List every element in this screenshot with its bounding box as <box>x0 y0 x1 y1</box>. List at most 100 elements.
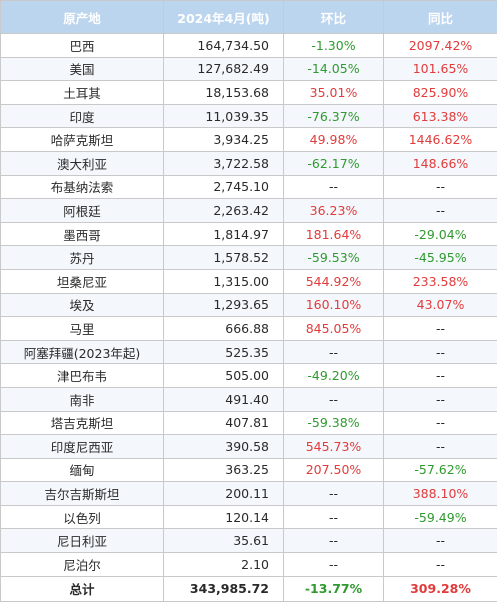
cell-yoy: 43.07% <box>383 292 497 318</box>
table-row: 墨西哥 1,814.97 181.64% -29.04% <box>0 221 497 247</box>
cell-origin: 吉尔吉斯斯坦 <box>0 481 164 506</box>
cell-origin: 阿根廷 <box>0 198 164 223</box>
cell-amount: 3,934.25 <box>163 127 284 152</box>
cell-mom: -59.53% <box>283 245 384 270</box>
cell-origin: 津巴布韦 <box>0 363 164 388</box>
cell-mom: -49.20% <box>283 363 384 388</box>
table-row: 吉尔吉斯斯坦 200.11 -- 388.10% <box>0 481 497 506</box>
cell-amount: 525.35 <box>163 339 284 365</box>
cell-yoy: -- <box>383 434 497 459</box>
table-row: 坦桑尼亚 1,315.00 544.92% 233.58% <box>0 268 497 294</box>
cell-yoy: -45.95% <box>383 245 497 270</box>
cell-amount: 666.88 <box>163 316 284 341</box>
cell-yoy: -29.04% <box>383 221 497 247</box>
cell-amount: 120.14 <box>163 504 284 530</box>
cell-amount: 1,578.52 <box>163 245 284 270</box>
cell-mom: -76.37% <box>283 103 384 129</box>
header-yoy: 同比 <box>383 0 497 34</box>
table-row: 尼日利亚 35.61 -- -- <box>0 528 497 554</box>
cell-yoy: -- <box>383 316 497 341</box>
cell-yoy: 613.38% <box>383 103 497 129</box>
cell-amount: 491.40 <box>163 386 284 412</box>
cell-mom: -- <box>283 174 384 200</box>
cell-mom: 36.23% <box>283 198 384 223</box>
cell-yoy: 825.90% <box>383 80 497 105</box>
cell-yoy: 233.58% <box>383 268 497 294</box>
header-mom: 环比 <box>283 0 384 34</box>
table-row: 塔吉克斯坦 407.81 -59.38% -- <box>0 410 497 436</box>
table-row: 以色列 120.14 -- -59.49% <box>0 504 497 530</box>
cell-amount: 343,985.72 <box>163 575 284 602</box>
cell-amount: 407.81 <box>163 410 284 436</box>
cell-yoy: -- <box>383 174 497 200</box>
header-amount: 2024年4月(吨) <box>163 0 284 34</box>
cell-mom: -59.38% <box>283 410 384 436</box>
cell-amount: 3,722.58 <box>163 150 284 176</box>
cell-mom: 207.50% <box>283 457 384 483</box>
cell-mom: 544.92% <box>283 268 384 294</box>
cell-mom: 845.05% <box>283 316 384 341</box>
cell-amount: 127,682.49 <box>163 56 284 82</box>
table-row: 马里 666.88 845.05% -- <box>0 316 497 341</box>
cell-origin: 缅甸 <box>0 457 164 483</box>
cell-origin: 巴西 <box>0 33 164 58</box>
cell-yoy: 101.65% <box>383 56 497 82</box>
cell-mom: 35.01% <box>283 80 384 105</box>
table-row: 阿塞拜疆(2023年起) 525.35 -- -- <box>0 339 497 365</box>
cell-yoy: -59.49% <box>383 504 497 530</box>
cell-yoy: 309.28% <box>383 575 497 602</box>
cell-mom: -- <box>283 339 384 365</box>
cell-origin: 尼泊尔 <box>0 552 164 577</box>
cell-origin: 印度 <box>0 103 164 129</box>
table-row: 南非 491.40 -- -- <box>0 386 497 412</box>
cell-yoy: -- <box>383 386 497 412</box>
cell-amount: 1,315.00 <box>163 268 284 294</box>
cell-mom: 49.98% <box>283 127 384 152</box>
cell-origin: 澳大利亚 <box>0 150 164 176</box>
cell-mom: -13.77% <box>283 575 384 602</box>
cell-mom: -- <box>283 481 384 506</box>
cell-mom: -- <box>283 552 384 577</box>
cell-yoy: -- <box>383 410 497 436</box>
cell-amount: 11,039.35 <box>163 103 284 129</box>
cell-origin: 总计 <box>0 575 164 602</box>
cell-yoy: 388.10% <box>383 481 497 506</box>
cell-mom: 160.10% <box>283 292 384 318</box>
cell-amount: 200.11 <box>163 481 284 506</box>
cell-mom: 181.64% <box>283 221 384 247</box>
cell-origin: 埃及 <box>0 292 164 318</box>
cell-origin: 土耳其 <box>0 80 164 105</box>
cell-yoy: -- <box>383 528 497 554</box>
cell-origin: 哈萨克斯坦 <box>0 127 164 152</box>
cell-mom: -14.05% <box>283 56 384 82</box>
header-origin: 原产地 <box>0 0 164 34</box>
cell-mom: -1.30% <box>283 33 384 58</box>
cell-yoy: -- <box>383 363 497 388</box>
cell-origin: 布基纳法索 <box>0 174 164 200</box>
cell-amount: 1,293.65 <box>163 292 284 318</box>
cell-origin: 南非 <box>0 386 164 412</box>
cell-origin: 苏丹 <box>0 245 164 270</box>
cell-mom: 545.73% <box>283 434 384 459</box>
cell-amount: 18,153.68 <box>163 80 284 105</box>
table-row: 苏丹 1,578.52 -59.53% -45.95% <box>0 245 497 270</box>
cell-yoy: -- <box>383 339 497 365</box>
cell-origin: 以色列 <box>0 504 164 530</box>
table-row: 津巴布韦 505.00 -49.20% -- <box>0 363 497 388</box>
cell-yoy: -- <box>383 198 497 223</box>
cell-origin: 坦桑尼亚 <box>0 268 164 294</box>
cell-mom: -62.17% <box>283 150 384 176</box>
table-row: 尼泊尔 2.10 -- -- <box>0 552 497 577</box>
table-row: 印度尼西亚 390.58 545.73% -- <box>0 434 497 459</box>
cell-origin: 墨西哥 <box>0 221 164 247</box>
cell-yoy: -- <box>383 552 497 577</box>
cell-origin: 马里 <box>0 316 164 341</box>
cell-mom: -- <box>283 386 384 412</box>
table-row: 哈萨克斯坦 3,934.25 49.98% 1446.62% <box>0 127 497 152</box>
cell-origin: 美国 <box>0 56 164 82</box>
cell-amount: 164,734.50 <box>163 33 284 58</box>
cell-mom: -- <box>283 528 384 554</box>
table-row: 美国 127,682.49 -14.05% 101.65% <box>0 56 497 82</box>
cell-amount: 35.61 <box>163 528 284 554</box>
cell-origin: 塔吉克斯坦 <box>0 410 164 436</box>
